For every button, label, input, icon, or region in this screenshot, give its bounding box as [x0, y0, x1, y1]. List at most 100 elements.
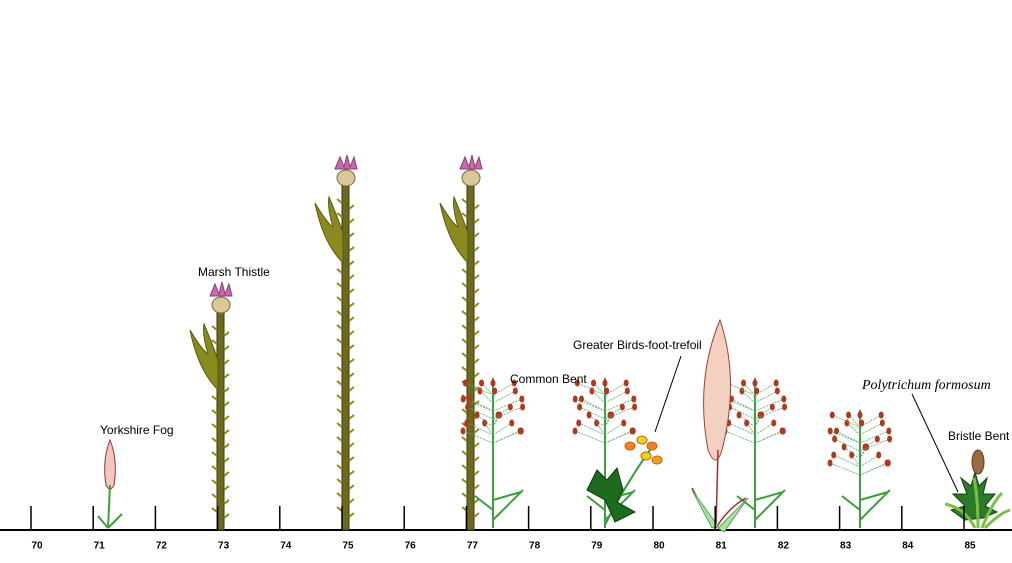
bent-branch [859, 438, 890, 452]
bent-spikelet [886, 427, 892, 435]
bent-spikelet [831, 451, 837, 459]
bent-branch [578, 422, 606, 436]
bent-spikelet [574, 379, 580, 387]
bent-spikelet [876, 451, 882, 459]
thistle-spine [336, 268, 355, 280]
bent-branch [466, 422, 494, 436]
bent-spikelet [492, 387, 498, 395]
tick-label: 85 [964, 541, 976, 552]
thistle-spine [461, 268, 480, 280]
bent-branch [834, 438, 861, 452]
bent-spikelet [586, 411, 592, 419]
thistle-spine [461, 198, 480, 210]
thistle-spine [336, 282, 355, 294]
bent-spikelet [879, 419, 885, 427]
bent-branch [754, 406, 785, 420]
bent-spikelet [874, 435, 880, 443]
plants [97, 154, 1011, 533]
thistle-spine [211, 339, 230, 351]
bent-spikelet [754, 387, 760, 395]
bent-branch [469, 398, 494, 412]
bent-spikelet [859, 419, 865, 427]
bent-spikelet [511, 379, 517, 387]
bent-branch [729, 406, 756, 420]
trefoil-leaves [586, 466, 637, 523]
thistle-spine [211, 451, 230, 463]
bent-branch [492, 414, 501, 428]
thistle-spine [336, 338, 355, 350]
leader-line [654, 355, 682, 433]
bent-branch [833, 454, 861, 468]
bent-spikelet [884, 459, 890, 467]
plant-label: Yorkshire Fog [100, 423, 174, 437]
bent-spikelet [887, 435, 893, 443]
thistle-spine [336, 198, 355, 210]
bent-spikelet [572, 395, 578, 403]
bent-spikelet [844, 419, 850, 427]
bent-branch [604, 414, 613, 428]
thistle-spine [336, 324, 355, 336]
bent-branch [725, 398, 756, 412]
bent-spikelet [465, 403, 471, 411]
bent-spikelet [576, 419, 582, 427]
bent-leaf [736, 489, 786, 521]
dock-stem [691, 449, 747, 529]
bent-spikelet [509, 419, 515, 427]
bent-spikelet [846, 411, 852, 419]
thistle-flower [209, 281, 233, 297]
thistle-spine [211, 493, 230, 505]
bent-spikelet [774, 387, 780, 395]
thistle-spine [461, 450, 480, 462]
tick-label: 76 [405, 541, 417, 552]
bent-branch [727, 382, 756, 396]
thistle-head [211, 296, 231, 314]
bent-spikelet [827, 427, 833, 435]
thistle-spine [211, 395, 230, 407]
thistle-spine [336, 394, 355, 406]
bent-branch [492, 422, 512, 436]
thistle-spine [336, 352, 355, 364]
tick-label: 83 [840, 541, 852, 552]
bent-spikelet [878, 411, 884, 419]
bent-spikelet [519, 395, 525, 403]
bent-branch [731, 398, 756, 412]
bent-branch [754, 422, 774, 436]
fog-head [104, 438, 116, 490]
bent-spikelet [623, 379, 629, 387]
thistle-spine [336, 212, 355, 224]
bent-spikelet [520, 403, 526, 411]
tick-label: 84 [902, 541, 914, 552]
bent-spikelet [462, 379, 468, 387]
tick-label: 79 [591, 541, 603, 552]
bent-spikelet [781, 395, 787, 403]
bent-branch [581, 398, 606, 412]
trefoil-flower [640, 451, 652, 461]
bent-spikelet [769, 403, 775, 411]
plant-label: Bristle Bent [948, 429, 1010, 443]
bent-branch [574, 430, 606, 444]
bent-spikelet [477, 387, 483, 395]
bent-branch [859, 422, 883, 436]
bent-spikelet [744, 419, 750, 427]
bent-branch [832, 414, 861, 428]
bent-branch [604, 430, 633, 444]
thistle-flower [334, 154, 358, 170]
bent-branch [579, 406, 606, 420]
thistle-leaf [189, 322, 219, 392]
bent-spikelet [621, 419, 627, 427]
bent-spikelet [602, 379, 608, 387]
trefoil-flower [624, 441, 636, 451]
tick-label: 78 [529, 541, 541, 552]
thistle-spine [461, 366, 480, 378]
plant-label: Greater Birds-foot-trefoil [573, 338, 702, 352]
thistle-spine [461, 352, 480, 364]
plant-label: Polytrichum formosum [861, 378, 991, 393]
bent-branch [604, 422, 624, 436]
bent-spikelet [591, 379, 597, 387]
thistle-spine [461, 478, 480, 490]
dock-leaf [703, 318, 731, 461]
bent-spikelet [827, 459, 833, 467]
bent-spikelet [490, 379, 496, 387]
fog-stem [97, 484, 123, 529]
bent-branch [604, 390, 628, 404]
